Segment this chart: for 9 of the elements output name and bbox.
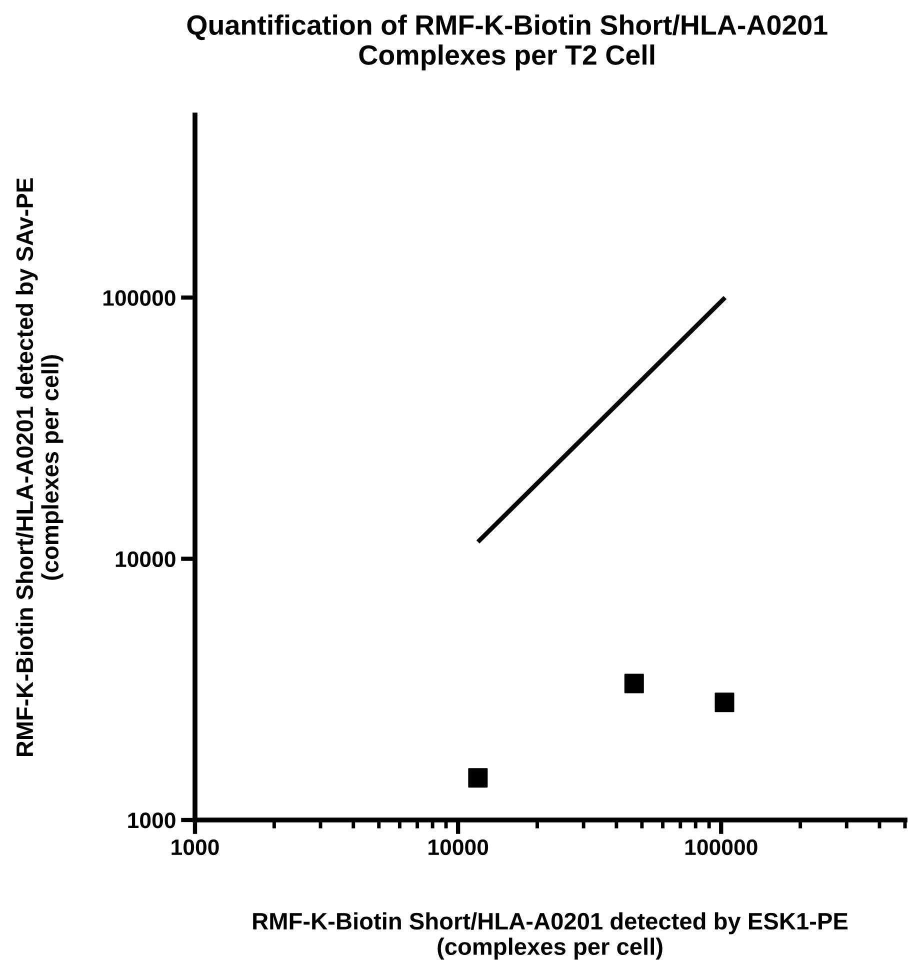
x-tick-label: 100000 bbox=[685, 839, 758, 856]
y-tick-label: 10000 bbox=[116, 551, 176, 568]
x-tick-label: 1000 bbox=[172, 839, 219, 856]
y-tick-label: 1000 bbox=[128, 812, 176, 828]
x-tick-label: 10000 bbox=[428, 839, 488, 856]
y-axis-title: RMF-K-Biotin Short/HLA-A0201 detected by SAv-PE (complexes per cell) bbox=[16, 178, 64, 756]
chart-title: Quantification of RMF-K-Biotin Short/HLA-A0201 Complexes per T2 Cell bbox=[187, 14, 828, 70]
x-axis-title: RMF-K-Biotin Short/HLA-A0201 detected by ESK1-PE (complexes per cell) bbox=[253, 912, 848, 960]
y-tick-label: 100000 bbox=[104, 290, 176, 306]
